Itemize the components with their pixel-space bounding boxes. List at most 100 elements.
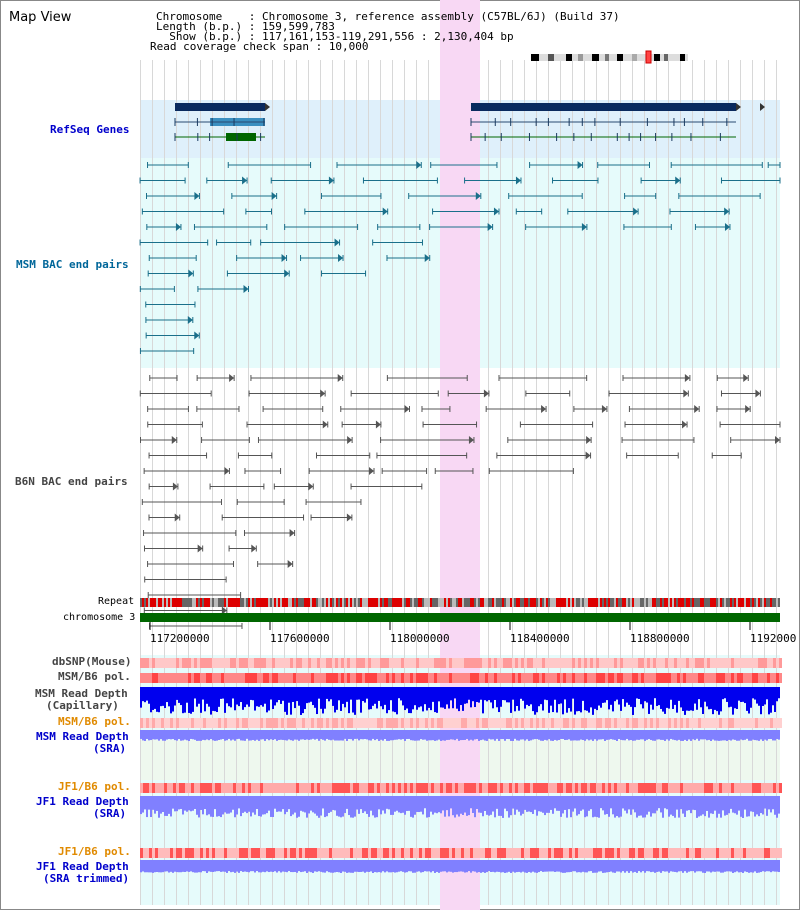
msm-b6-pol-cell: [584, 673, 587, 683]
msm-depth-sra-bar: [550, 730, 552, 741]
jf1-b6-pol-cell: [683, 783, 686, 793]
jf1-b6-pol-trimmed-cell: [743, 848, 746, 858]
jf1-b6-pol-trimmed-cell: [545, 848, 548, 858]
track-label-jf1-b6-pol-trimmed[interactable]: JF1/B6 pol.: [58, 845, 131, 858]
repeat-segment: [584, 598, 586, 607]
msm-depth-sra-bar: [586, 730, 588, 740]
msm-depth-sra-bar: [562, 730, 564, 739]
msm-depth-sra-bar: [168, 730, 170, 740]
msm-depth-capillary-bar: [402, 687, 404, 706]
repeat-segment: [658, 598, 660, 607]
repeat-segment: [370, 598, 372, 607]
jf1-depth-trimmed-bar: [234, 860, 236, 873]
jf1-depth-sra-bar: [382, 796, 384, 811]
track-label-msm-depth-capillary[interactable]: MSM Read Depth (Capillary): [35, 688, 128, 712]
msm-b6-pol-cell: [494, 673, 497, 683]
track-label-jf1-depth-trimmed[interactable]: JF1 Read Depth (SRA trimmed): [36, 861, 129, 885]
msm-depth-capillary-bar: [616, 687, 618, 700]
msm-depth-sra-bar: [748, 730, 750, 741]
repeat-segment: [148, 598, 150, 607]
msm-depth-sra-bar: [444, 730, 446, 741]
track-label-chromosome[interactable]: chromosome 3: [63, 612, 136, 623]
msm-b6-pol-sra-cell: [194, 718, 197, 728]
jf1-b6-pol-trimmed-cell: [173, 848, 176, 858]
track-label-jf1-depth-sra[interactable]: JF1 Read Depth (SRA): [36, 796, 129, 820]
jf1-depth-sra-bar: [208, 796, 210, 815]
jf1-depth-sra-bar: [442, 796, 444, 811]
msm-depth-sra-bar: [272, 730, 274, 740]
repeat-segment: [232, 598, 234, 607]
jf1-depth-sra-bar: [694, 796, 696, 811]
jf1-b6-pol-trimmed-cell: [185, 848, 188, 858]
jf1-b6-pol-trimmed-cell: [659, 848, 662, 858]
jf1-b6-pol-cell: [602, 783, 605, 793]
repeat-segment: [390, 598, 392, 607]
dbsnp-heat-cell: [194, 658, 197, 668]
dbsnp-heat-cell: [596, 658, 599, 668]
dbsnp-heat-cell: [254, 658, 257, 668]
msm-depth-capillary-bar: [236, 687, 238, 705]
msm-depth-capillary-bar: [608, 687, 610, 710]
track-label-refseq[interactable]: RefSeq Genes: [50, 123, 130, 136]
msm-b6-pol-cell: [230, 673, 233, 683]
jf1-depth-trimmed-bar: [278, 860, 280, 872]
repeat-segment: [404, 598, 406, 607]
track-label-msm-depth-sra[interactable]: MSM Read Depth (SRA): [36, 731, 129, 755]
track-label-msm-b6-pol-sra[interactable]: MSM/B6 pol.: [58, 715, 131, 728]
jf1-b6-pol-trimmed-cell: [728, 848, 731, 858]
jf1-b6-pol-trimmed-cell: [593, 848, 596, 858]
msm-depth-sra-bar: [604, 730, 606, 741]
repeat-segment: [554, 598, 556, 607]
jf1-depth-sra-bar: [482, 796, 484, 817]
msm-depth-capillary-bar: [408, 687, 410, 714]
msm-depth-capillary-bar: [646, 687, 648, 703]
track-label-msm-b6-pol[interactable]: MSM/B6 pol.: [58, 670, 131, 683]
jf1-depth-trimmed-bar: [270, 860, 272, 872]
repeat-segment: [692, 598, 694, 607]
jf1-depth-trimmed-bar: [480, 860, 482, 873]
jf1-depth-sra-bar: [496, 796, 498, 809]
msm-depth-sra-bar: [350, 730, 352, 740]
msm-depth-capillary-bar: [166, 687, 168, 703]
dbsnp-heat-cell: [341, 658, 344, 668]
msm-depth-capillary-bar: [248, 687, 250, 707]
msm-depth-sra-bar: [208, 730, 210, 741]
chromosome-value: Chromosome 3, reference assembly (C57BL/…: [261, 10, 620, 23]
msm-depth-sra-bar: [776, 730, 778, 740]
dbsnp-heat-cell: [644, 658, 647, 668]
msm-b6-pol-sra-cell: [290, 718, 293, 728]
msm-depth-sra-bar: [240, 730, 242, 741]
msm-b6-pol-sra-cell: [509, 718, 512, 728]
msm-depth-sra-bar: [142, 730, 144, 741]
msm-b6-pol-sra-cell: [251, 718, 254, 728]
msm-depth-capillary-bar: [566, 687, 568, 713]
track-label-msm-bac[interactable]: MSM BAC end pairs: [16, 258, 129, 271]
track-label-b6n-bac[interactable]: B6N BAC end pairs: [15, 475, 128, 488]
repeat-segment: [514, 598, 516, 607]
msm-depth-sra-bar: [648, 730, 650, 740]
jf1-depth-trimmed-bar: [624, 860, 626, 873]
msm-b6-pol-sra-cell: [776, 718, 779, 728]
msm-depth-capillary-bar: [598, 687, 600, 706]
jf1-depth-sra-bar: [214, 796, 216, 810]
track-label-dbsnp[interactable]: dbSNP(Mouse): [52, 655, 132, 668]
msm-depth-sra-bar: [192, 730, 194, 740]
jf1-depth-trimmed-bar: [770, 860, 772, 873]
repeat-segment: [386, 598, 388, 607]
msm-depth-capillary-bar: [506, 687, 508, 703]
track-label-repeat[interactable]: Repeat: [98, 596, 135, 607]
msm-b6-pol-sra-cell: [737, 718, 740, 728]
track-label-jf1-b6-pol[interactable]: JF1/B6 pol.: [58, 780, 131, 793]
jf1-depth-sra-bar: [366, 796, 368, 814]
jf1-b6-pol-cell: [380, 783, 383, 793]
jf1-depth-trimmed-bar: [494, 860, 496, 873]
msm-depth-sra-bar: [514, 730, 516, 739]
jf1-b6-pol-cell: [470, 783, 473, 793]
jf1-b6-pol-trimmed-cell: [566, 848, 569, 858]
jf1-b6-pol-trimmed-cell: [737, 848, 740, 858]
jf1-depth-sra-bar: [630, 796, 632, 815]
msm-b6-pol-cell: [311, 673, 314, 683]
jf1-b6-pol-cell: [377, 783, 380, 793]
jf1-depth-sra-bar: [540, 796, 542, 812]
msm-depth-capillary-bar: [170, 687, 172, 714]
